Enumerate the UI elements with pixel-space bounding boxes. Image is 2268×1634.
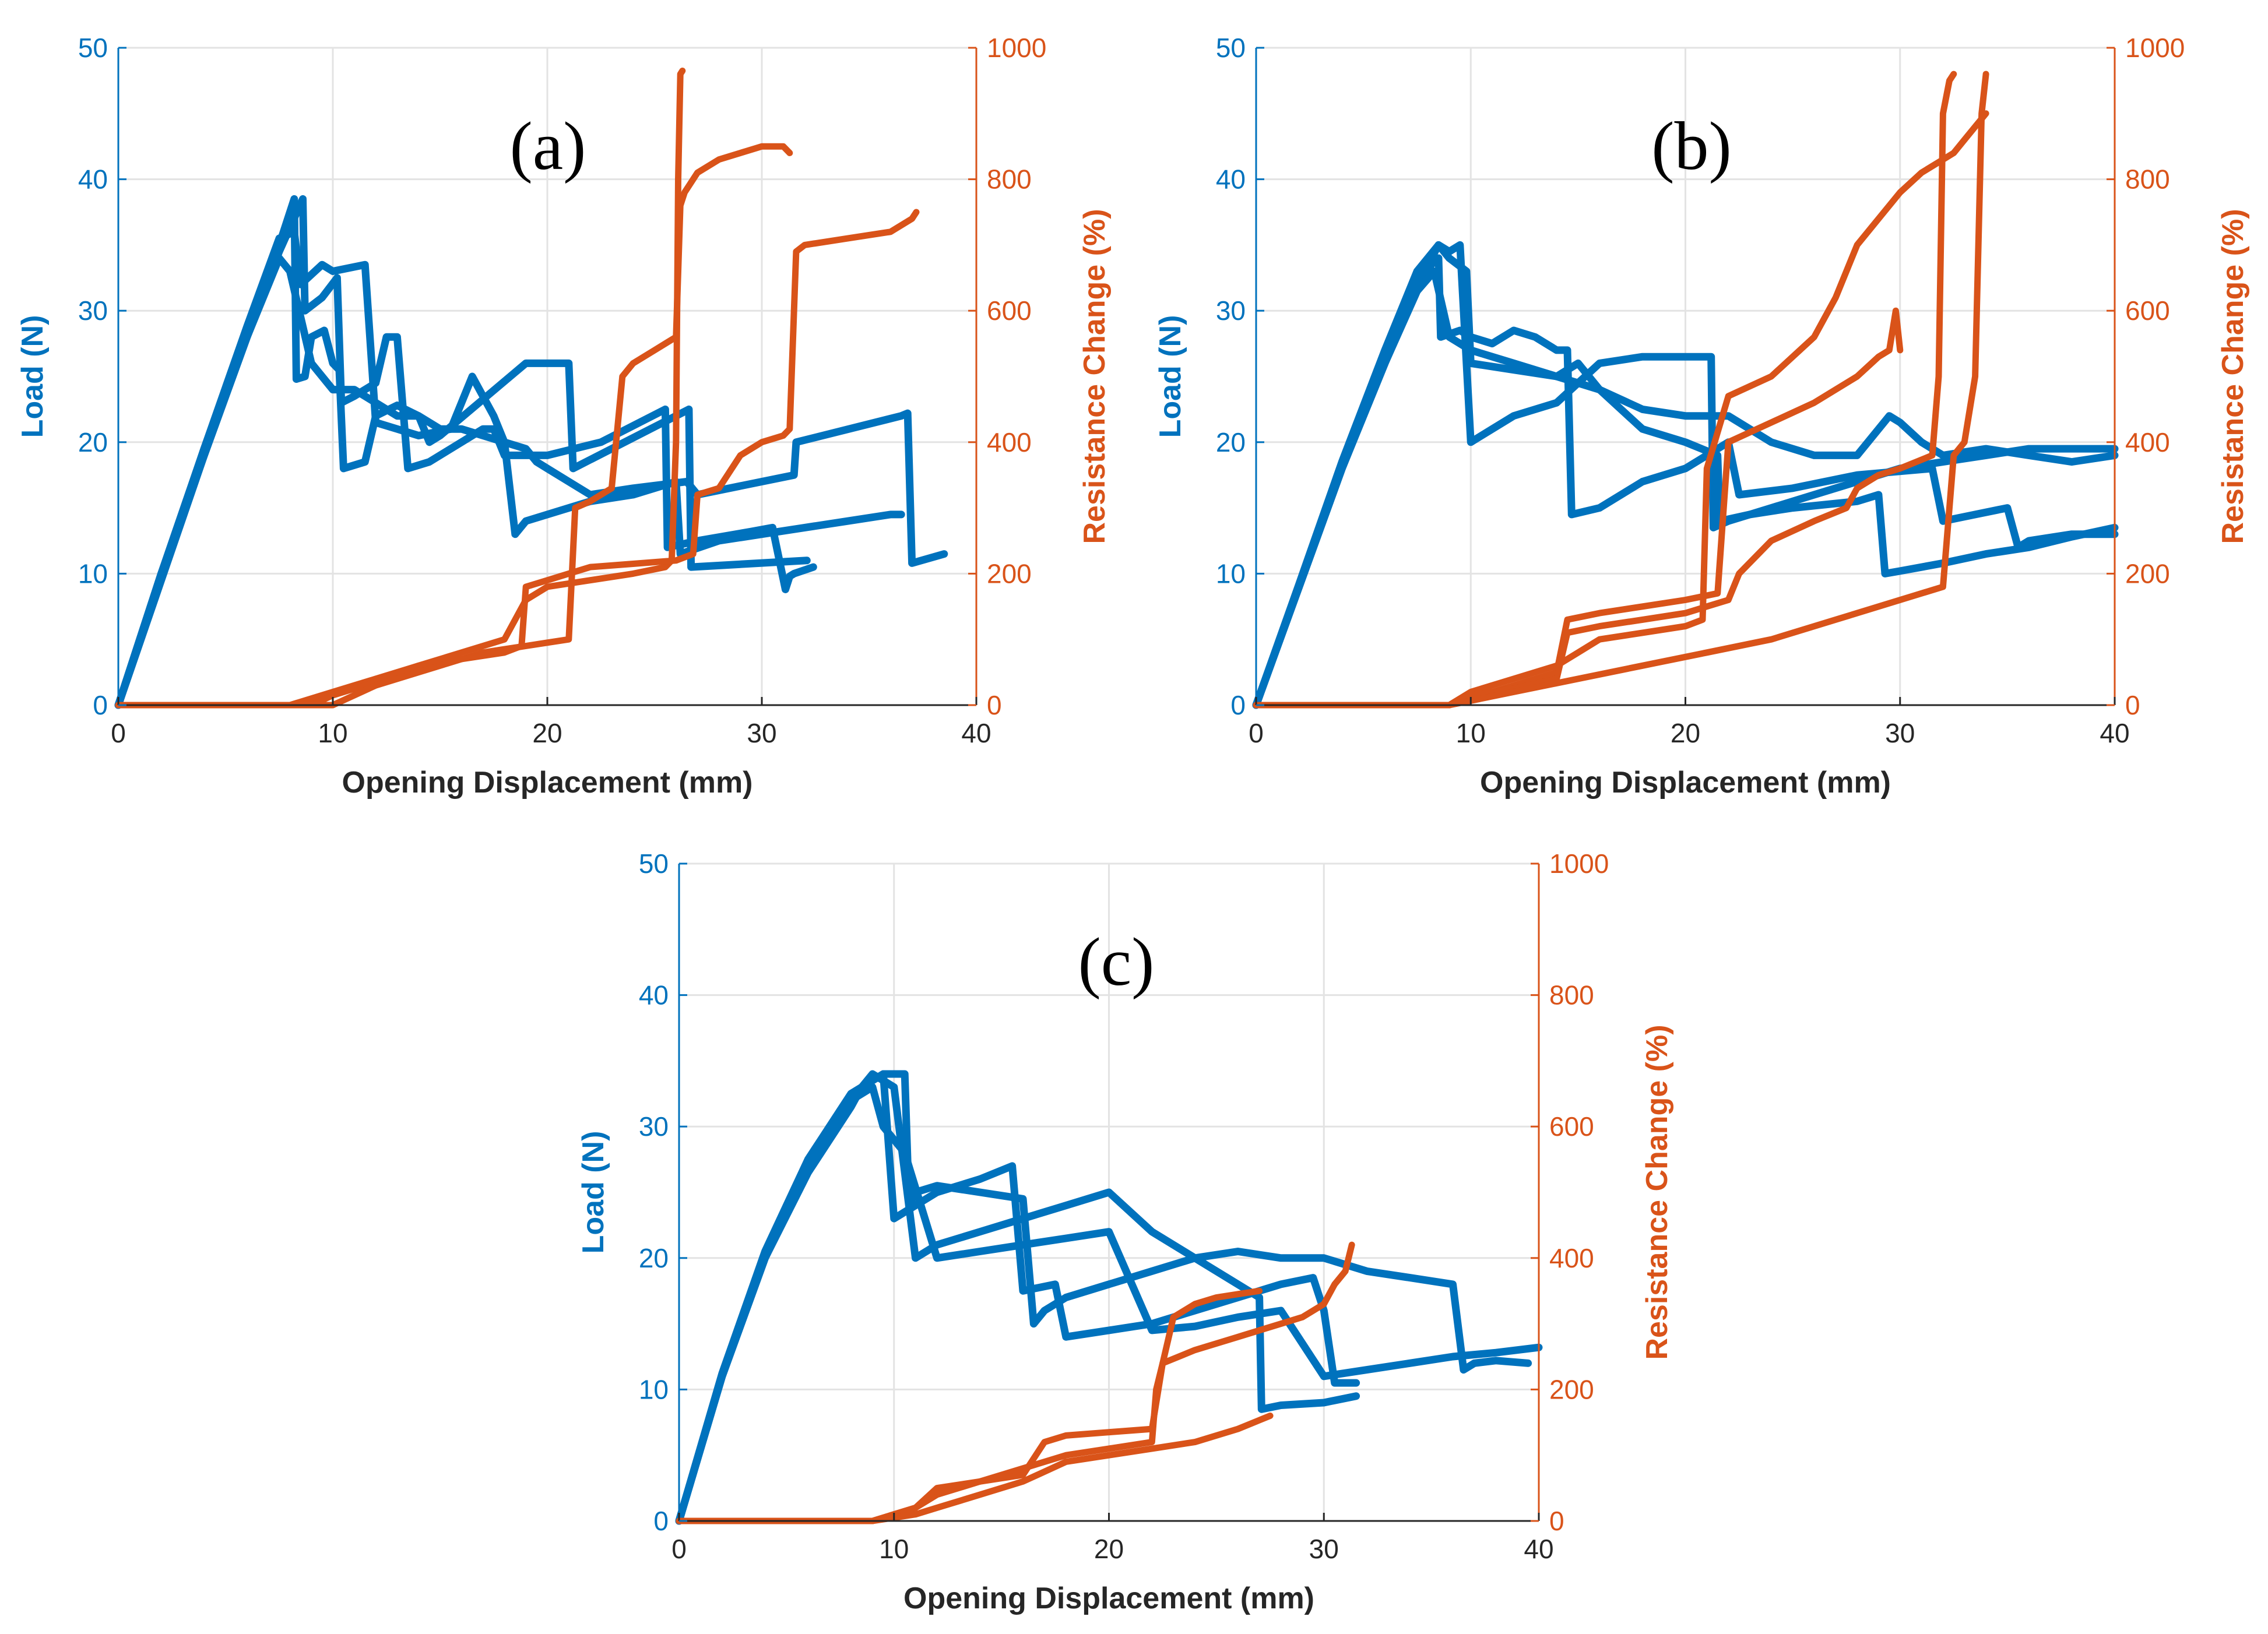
right-tick-label: 400 [987,427,1032,457]
x-tick-label: 40 [2100,718,2129,748]
left-tick-label: 10 [1216,558,1246,589]
left-tick-label: 50 [639,848,669,879]
load-series-line-3 [1252,241,2119,709]
chart-panel-3: 0 10 20 30 400102030405002004006008001000Ope… [576,848,1674,1615]
left-tick-label: 0 [653,1506,669,1536]
x-tick-label: 40 [961,718,991,748]
load-series-line-1 [675,1070,1360,1525]
left-tick-label: 20 [1216,427,1246,457]
left-tick-label: 50 [78,33,108,63]
x-tick-label: 10 [318,718,347,748]
right-axis-title: Resistance Change (%) [1078,209,1112,544]
right-axis-title: Resistance Change (%) [1640,1024,1674,1360]
x-tick-label: 20 [1094,1534,1124,1564]
x-tick-label: 30 [747,718,776,748]
resistance-series-line-2 [115,68,686,709]
right-tick-label: 800 [987,164,1032,195]
x-tick-label: 0 [111,718,126,748]
x-tick-label: 10 [879,1534,909,1564]
load-series-line-3 [675,1070,1532,1525]
load-series-line-2 [114,195,817,709]
right-tick-label: 400 [2125,427,2170,457]
right-tick-label: 0 [1549,1506,1564,1536]
x-axis-title: Opening Displacement (mm) [342,766,753,800]
x-tick-label: 30 [1885,718,1915,748]
x-tick-label: 0 [1249,718,1264,748]
left-tick-label: 50 [1216,33,1246,63]
right-tick-label: 400 [1549,1243,1594,1273]
right-tick-label: 200 [1549,1374,1594,1404]
left-tick-label: 30 [1216,295,1246,326]
right-tick-label: 200 [987,558,1032,589]
load-series-line-3 [114,228,948,709]
left-axis-title: Load (N) [16,315,50,438]
right-tick-label: 1000 [1549,848,1609,879]
resistance-series-line-4 [1253,71,1989,709]
right-tick-label: 1000 [987,33,1046,63]
x-tick-label: 40 [1524,1534,1553,1564]
left-tick-label: 20 [639,1243,669,1273]
panel-label: (b) [1651,108,1732,184]
x-axis-title: Opening Displacement (mm) [1480,766,1891,800]
right-axis-title: Resistance Change (%) [2216,209,2250,544]
resistance-series-line-3 [115,209,920,709]
load-series-line-2 [1252,254,2119,709]
resistance-series-line-1 [676,1287,1263,1524]
left-tick-label: 30 [78,295,108,326]
right-tick-label: 1000 [2125,33,2185,63]
x-axis-title: Opening Displacement (mm) [903,1582,1314,1615]
right-tick-label: 0 [2125,690,2140,720]
left-tick-label: 0 [1230,690,1246,720]
load-series-line-4 [114,254,905,709]
x-tick-label: 30 [1309,1534,1339,1564]
right-tick-label: 0 [987,690,1002,720]
load-series-line-4 [675,1083,1543,1525]
right-tick-label: 200 [2125,558,2170,589]
left-tick-label: 10 [639,1374,669,1404]
left-tick-label: 40 [639,980,669,1010]
left-axis-title: Load (N) [576,1131,610,1254]
x-tick-label: 0 [671,1534,687,1564]
resistance-series-line-2 [676,1241,1355,1524]
left-axis-title: Load (N) [1154,315,1187,438]
chart-panel-2: 0 10 20 30 400102030405002004006008001000Ope… [1154,33,2250,800]
resistance-series-line-3 [676,1413,1274,1524]
load-series-line-4 [1252,267,2119,709]
x-tick-label: 20 [1671,718,1700,748]
x-tick-label: 20 [532,718,562,748]
right-tick-label: 800 [1549,980,1594,1010]
load-series-line-1 [114,195,811,709]
left-tick-label: 40 [78,164,108,195]
panel-label: (c) [1078,924,1155,1000]
right-tick-label: 800 [2125,164,2170,195]
left-tick-label: 20 [78,427,108,457]
panel-label: (a) [510,108,586,184]
chart-panel-1: 0 10 20 30 400102030405002004006008001000Ope… [16,33,1112,800]
right-tick-label: 600 [1549,1111,1594,1142]
right-tick-label: 600 [987,295,1032,326]
left-tick-label: 10 [78,558,108,589]
x-tick-label: 10 [1456,718,1486,748]
left-tick-label: 30 [639,1111,669,1142]
right-tick-label: 600 [2125,295,2170,326]
left-tick-label: 0 [93,690,108,720]
left-tick-label: 40 [1216,164,1246,195]
resistance-series-line-3 [1253,71,1957,709]
